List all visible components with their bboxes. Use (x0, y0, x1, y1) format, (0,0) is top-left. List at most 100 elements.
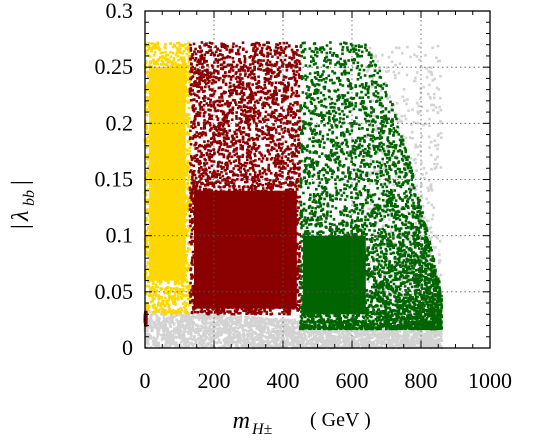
data-point-yellow (154, 158, 157, 162)
data-point-grey (255, 321, 258, 324)
data-point-grey (381, 152, 385, 155)
data-point-yellow (177, 290, 180, 294)
data-point-grey (209, 329, 213, 333)
data-point-yellow (149, 179, 153, 182)
data-point-yellow (168, 211, 172, 214)
data-point-grey (177, 330, 181, 333)
data-point-grey (367, 68, 370, 71)
data-point-grey (215, 315, 218, 319)
data-point-yellow (168, 124, 172, 128)
data-point-grey (396, 121, 400, 124)
data-point-yellow (159, 69, 163, 72)
data-point-yellow (169, 51, 172, 54)
data-point-yellow (182, 219, 185, 223)
data-point-yellow (171, 214, 175, 218)
data-point-grey (408, 329, 411, 333)
data-point-yellow (163, 45, 166, 49)
data-point-darkred (197, 194, 200, 197)
data-point-grey (165, 331, 169, 335)
data-point-grey (413, 173, 416, 177)
data-point-grey (230, 340, 234, 343)
data-point-grey (156, 331, 159, 335)
data-point-yellow (145, 243, 148, 247)
data-point-grey (180, 334, 183, 337)
data-point-grey (183, 329, 187, 333)
data-point-grey (262, 327, 265, 330)
data-point-grey (174, 344, 177, 348)
data-point-grey (416, 121, 420, 125)
data-point-grey (438, 259, 442, 262)
data-point-grey (148, 324, 151, 327)
data-point-grey (351, 345, 355, 348)
data-point-grey (144, 326, 148, 329)
data-point-yellow (188, 201, 191, 205)
data-point-grey (422, 85, 425, 89)
data-point-yellow (188, 297, 191, 301)
data-point-yellow (147, 45, 151, 49)
data-point-yellow (179, 268, 183, 272)
data-point-yellow (186, 181, 190, 185)
data-point-yellow (153, 231, 156, 235)
data-point-yellow (157, 140, 160, 143)
data-point-yellow (149, 97, 153, 100)
data-point-grey (199, 342, 202, 345)
data-point-yellow (181, 236, 184, 239)
data-point-grey (161, 325, 165, 329)
data-point-yellow (145, 137, 148, 141)
data-point-yellow (156, 253, 159, 257)
data-point-grey (425, 76, 429, 79)
data-point-yellow (170, 246, 173, 249)
data-point-grey (204, 326, 208, 329)
data-point-darkred (188, 214, 192, 218)
data-point-yellow (173, 301, 177, 304)
data-point-grey (395, 119, 399, 122)
data-point-grey (412, 158, 416, 162)
data-point-yellow (188, 175, 191, 178)
data-point-grey (399, 260, 403, 264)
data-point-grey (187, 319, 190, 323)
data-point-yellow (170, 148, 174, 152)
data-point-grey (199, 324, 202, 328)
data-point-yellow (164, 313, 168, 316)
data-point-grey (391, 336, 394, 340)
data-point-grey (362, 344, 366, 347)
data-point-yellow (156, 108, 159, 111)
data-point-grey (381, 295, 384, 299)
data-point-grey (320, 332, 324, 335)
data-point-yellow (187, 161, 190, 164)
data-point-yellow (172, 57, 176, 60)
data-point-yellow (183, 310, 187, 314)
data-point-yellow (188, 60, 191, 64)
data-point-grey (414, 336, 417, 339)
data-point-grey (245, 319, 248, 323)
data-point-grey (307, 335, 310, 338)
data-point-yellow (159, 240, 163, 244)
data-point-grey (378, 332, 381, 335)
data-point-yellow (188, 153, 191, 156)
data-point-yellow (167, 117, 170, 121)
data-point-yellow (184, 274, 187, 277)
data-point-yellow (173, 137, 177, 140)
data-point-yellow (152, 236, 156, 240)
data-point-yellow (146, 101, 149, 105)
data-point-grey (175, 328, 179, 331)
data-point-yellow (180, 125, 183, 129)
data-point-yellow (178, 204, 181, 207)
data-point-grey (351, 342, 354, 345)
data-point-yellow (146, 306, 150, 310)
data-point-grey (212, 330, 215, 333)
data-point-grey (177, 335, 180, 339)
data-point-grey (393, 242, 397, 245)
data-point-grey (175, 330, 178, 333)
data-point-yellow (172, 195, 175, 199)
data-point-grey (393, 344, 396, 348)
data-point-grey (371, 336, 374, 339)
data-point-yellow (179, 84, 182, 88)
data-point-grey (373, 169, 376, 172)
data-point-grey (437, 88, 441, 91)
data-point-yellow (187, 201, 190, 204)
data-point-grey (269, 333, 272, 336)
data-point-yellow (176, 297, 180, 300)
data-point-grey (267, 329, 271, 333)
